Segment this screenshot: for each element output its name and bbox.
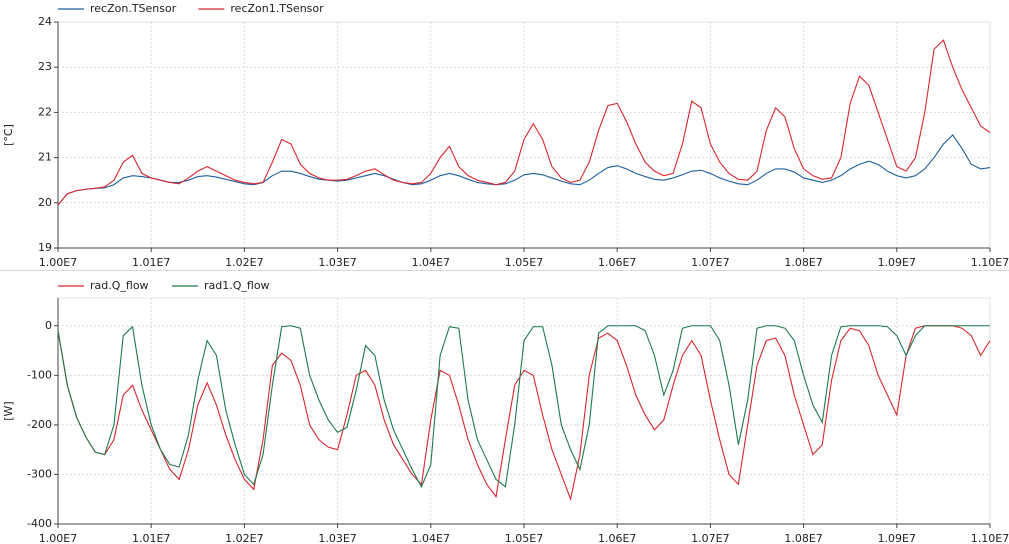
x-tick-label: 1.00E7 [39, 256, 77, 269]
x-tick-label: 1.03E7 [318, 532, 356, 544]
y-tick-label: 20 [38, 196, 52, 209]
y-tick-label: 22 [38, 105, 52, 118]
x-tick-label: 1.10E7 [971, 256, 1009, 269]
y-tick-label: 19 [38, 241, 52, 254]
y-tick-label: 23 [38, 60, 52, 73]
y-axis-label: [°C] [2, 124, 15, 146]
x-tick-label: 1.09E7 [878, 532, 916, 544]
series-line [57, 39, 991, 206]
x-tick-label: 1.08E7 [784, 532, 822, 544]
series-line [57, 325, 990, 489]
series-line [57, 325, 991, 502]
x-tick-label: 1.10E7 [971, 532, 1009, 544]
x-tick-label: 1.02E7 [225, 256, 263, 269]
x-tick-label: 1.02E7 [225, 532, 263, 544]
y-tick-label: 21 [38, 151, 52, 164]
legend-label: recZon.TSensor [90, 2, 177, 15]
x-tick-label: 1.09E7 [878, 256, 916, 269]
x-tick-label: 1.03E7 [318, 256, 356, 269]
x-tick-label: 1.06E7 [598, 532, 636, 544]
x-tick-label: 1.07E7 [691, 256, 729, 269]
x-tick-label: 1.01E7 [132, 532, 170, 544]
legend-label: rad1.Q_flow [204, 279, 270, 292]
x-tick-label: 1.04E7 [412, 256, 450, 269]
x-tick-label: 1.05E7 [505, 256, 543, 269]
legend-label: rad.Q_flow [90, 279, 149, 292]
y-tick-label: -100 [27, 368, 52, 381]
y-tick-label: 24 [38, 15, 52, 28]
y-tick-label: -300 [27, 467, 52, 480]
legend-label: recZon1.TSensor [230, 2, 324, 15]
x-tick-label: 1.00E7 [39, 532, 77, 544]
series-line [57, 134, 991, 206]
x-tick-label: 1.06E7 [598, 256, 636, 269]
x-tick-label: 1.04E7 [412, 532, 450, 544]
x-tick-label: 1.07E7 [691, 532, 729, 544]
x-tick-label: 1.01E7 [132, 256, 170, 269]
x-tick-label: 1.05E7 [505, 532, 543, 544]
x-tick-label: 1.08E7 [784, 256, 822, 269]
y-tick-label: -400 [27, 517, 52, 530]
y-tick-label: 0 [45, 319, 52, 332]
y-axis-label: [W] [2, 401, 15, 420]
y-tick-label: -200 [27, 418, 52, 431]
